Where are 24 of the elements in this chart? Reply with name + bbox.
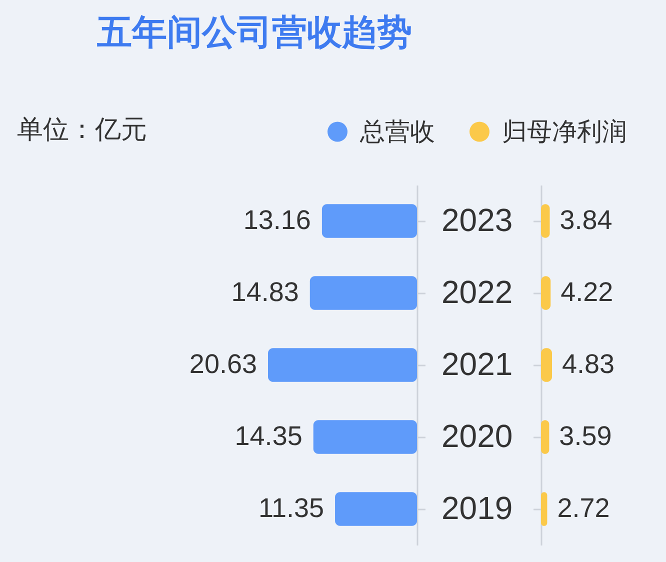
y-tick-label: 2021 <box>442 346 513 382</box>
data-label: 20.63 <box>189 349 257 379</box>
chart-title: 五年间公司营收趋势 <box>96 13 412 52</box>
text: 单位：亿元 <box>17 114 147 144</box>
bar <box>310 276 417 310</box>
bar <box>322 204 417 238</box>
y-tick-label: 2023 <box>442 202 513 238</box>
data-label: 2.72 <box>557 493 610 523</box>
data-label: 14.83 <box>231 277 299 307</box>
bar <box>313 420 417 454</box>
data-label: 11.35 <box>258 493 324 523</box>
data-label: 14.35 <box>234 421 302 451</box>
y-tick-label: 2022 <box>442 274 513 310</box>
data-label: 3.59 <box>559 421 612 451</box>
data-label: 13.16 <box>243 205 311 235</box>
bar <box>335 492 417 526</box>
bar <box>268 348 417 382</box>
y-tick-label: 2019 <box>442 490 513 526</box>
data-label: 4.83 <box>562 349 615 379</box>
y-tick-label: 2020 <box>442 418 513 454</box>
data-label: 4.22 <box>560 277 614 307</box>
data-label: 3.84 <box>560 205 612 235</box>
legend-label: 总营收 <box>359 118 435 146</box>
legend-label: 归母净利润 <box>502 118 627 146</box>
